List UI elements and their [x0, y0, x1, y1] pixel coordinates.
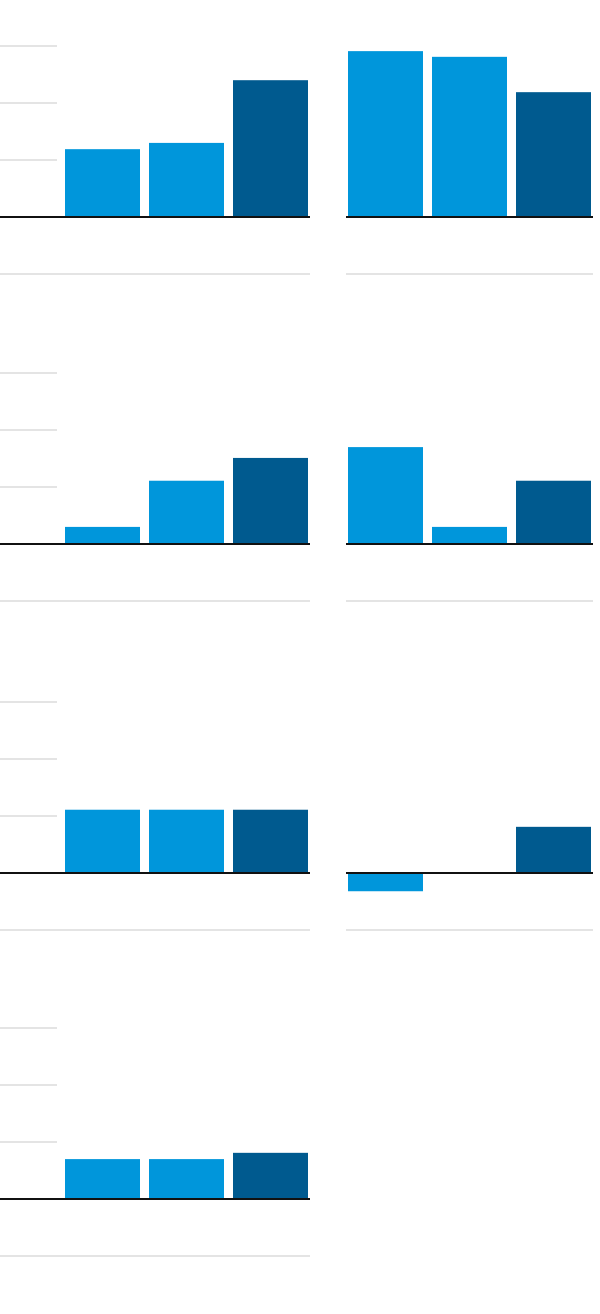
bar	[516, 826, 591, 873]
bar	[149, 809, 224, 873]
bar	[348, 447, 423, 544]
bar	[149, 480, 224, 544]
bar	[233, 1152, 308, 1199]
bar	[65, 149, 140, 217]
bar	[65, 1159, 140, 1199]
bar	[233, 457, 308, 544]
bar	[432, 526, 507, 544]
bar	[516, 92, 591, 217]
bar	[149, 1159, 224, 1199]
bar	[348, 51, 423, 217]
bar	[233, 80, 308, 217]
bar	[65, 809, 140, 873]
bar	[233, 809, 308, 873]
bar	[65, 526, 140, 544]
bar	[348, 873, 423, 892]
bar	[516, 480, 591, 544]
bar	[149, 142, 224, 217]
bar	[432, 56, 507, 217]
